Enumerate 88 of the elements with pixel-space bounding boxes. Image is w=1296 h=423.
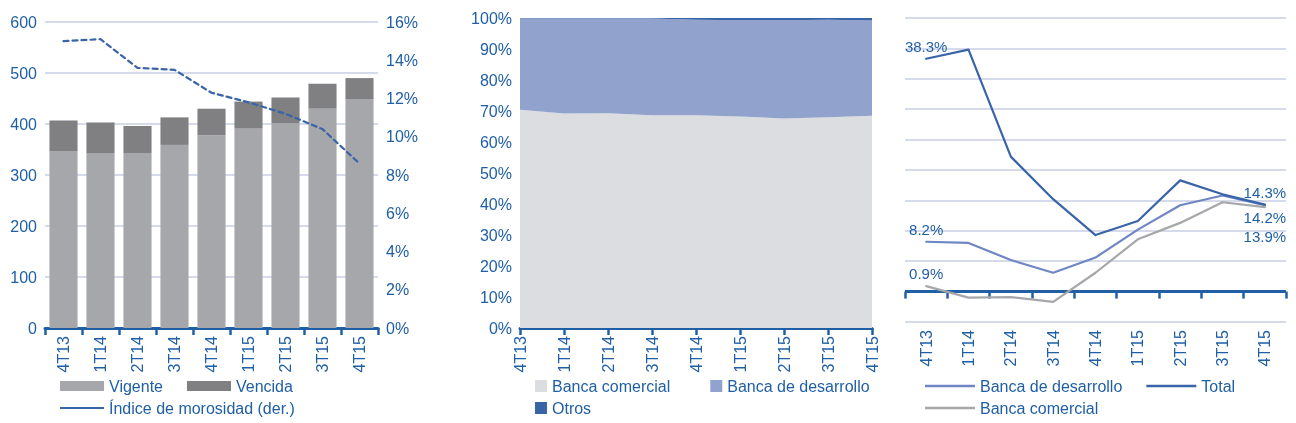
bar (271, 97, 300, 123)
legend-label: Total (1201, 377, 1236, 395)
y-tick-label: 0 (28, 319, 38, 337)
y-tick-label: 40% (479, 195, 512, 213)
y2-tick-label: 10% (386, 128, 419, 146)
x-tick-label: 3T15 (314, 335, 331, 373)
y-tick-label: 0% (488, 319, 512, 337)
line-series (62, 38, 361, 165)
x-tick-label: 4T13 (511, 335, 529, 373)
x-tick-label: 2T14 (129, 335, 146, 373)
y-tick-label: 100% (471, 9, 512, 27)
bar (308, 83, 337, 109)
x-tick-label: 2T15 (1171, 329, 1189, 367)
bar (271, 122, 300, 328)
y-tick-label: 300 (10, 166, 38, 184)
x-tick-label: 2T15 (775, 335, 793, 373)
x-tick-label: 4T15 (1256, 329, 1274, 367)
x-tick-label: 2T15 (277, 335, 294, 373)
bar (123, 153, 152, 328)
data-label: 38.3% (904, 37, 948, 55)
bar (160, 117, 189, 145)
bar (160, 144, 189, 328)
x-tick-label: 1T14 (92, 335, 109, 373)
legend-label: Banca de desarrollo (727, 377, 870, 395)
y-tick-label: 30% (479, 226, 512, 244)
data-label: 0.9% (909, 265, 944, 283)
x-tick-label: 4T13 (917, 329, 935, 367)
x-tick-label: 4T14 (1087, 329, 1104, 367)
x-tick-label: 4T15 (351, 335, 368, 373)
x-tick-label: 1T15 (240, 335, 257, 373)
bar (234, 128, 263, 328)
y2-tick-label: 2% (386, 281, 410, 299)
y-tick-label: 600 (10, 13, 38, 31)
y-tick-label: 80% (479, 71, 512, 89)
y2-tick-label: 16% (386, 13, 419, 31)
y-tick-label: 60% (479, 133, 512, 151)
bar (345, 99, 374, 328)
bar (86, 153, 115, 328)
legend-label: Otros (552, 399, 592, 417)
bar (49, 151, 78, 328)
data-label: 13.9% (1243, 228, 1287, 246)
x-tick-label: 2T14 (599, 335, 617, 373)
y-tick-label: 90% (479, 40, 512, 58)
x-tick-label: 1T14 (555, 335, 573, 373)
y2-tick-label: 12% (386, 90, 419, 107)
y2-tick-label: 4% (386, 243, 410, 260)
bar (234, 101, 263, 129)
x-tick-label: 3T15 (819, 335, 837, 373)
y2-tick-label: 6% (386, 204, 410, 222)
x-tick-label: 4T13 (55, 335, 72, 373)
data-label: 14.3% (1243, 183, 1287, 201)
x-tick-label: 1T14 (960, 329, 977, 367)
x-tick-label: 4T14 (687, 335, 705, 373)
bar (197, 108, 226, 136)
legend-label: Banca comercial (980, 399, 1099, 417)
y-tick-label: 500 (10, 64, 38, 82)
data-label: 14.2% (1243, 209, 1287, 227)
y-tick-label: 50% (479, 164, 512, 182)
legend-label: Índice de morosidad (der.) (109, 398, 295, 417)
x-tick-label: 1T15 (731, 335, 749, 373)
y-tick-label: 200 (10, 217, 38, 235)
x-tick-label: 4T14 (203, 335, 220, 373)
legend-label: Banca comercial (552, 377, 671, 395)
y-tick-label: 100 (10, 268, 38, 286)
bar (123, 126, 152, 154)
y-tick-label: 20% (479, 257, 512, 275)
data-label: 8.2% (909, 220, 944, 238)
y2-tick-label: 8% (386, 166, 410, 184)
y2-tick-label: 0% (386, 319, 410, 337)
x-tick-label: 2T14 (1002, 329, 1020, 367)
x-tick-label: 4T15 (863, 335, 881, 373)
y2-tick-label: 14% (386, 51, 419, 69)
bar (197, 135, 226, 328)
bar (308, 108, 337, 328)
x-tick-label: 1T15 (1129, 329, 1147, 367)
y-tick-label: 10% (479, 288, 512, 306)
bar (49, 120, 78, 152)
legend-label: Vencida (235, 377, 294, 395)
y-tick-label: 400 (10, 115, 38, 133)
legend-label: Vigente (109, 377, 164, 395)
bar (345, 78, 374, 100)
bar (86, 122, 115, 154)
x-tick-label: 3T14 (643, 335, 661, 373)
x-tick-label: 3T15 (1214, 329, 1231, 367)
x-tick-label: 3T14 (1044, 329, 1062, 367)
y-tick-label: 70% (479, 102, 512, 120)
legend-label: Banca de desarrollo (980, 377, 1123, 395)
x-tick-label: 3T14 (166, 335, 183, 373)
